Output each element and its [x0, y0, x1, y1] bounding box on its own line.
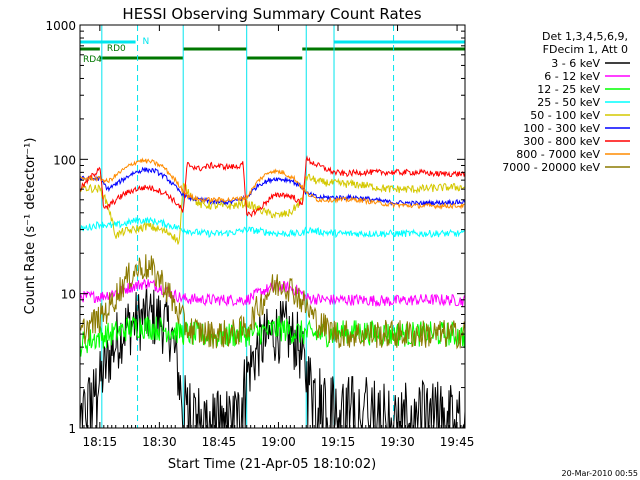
x-tick-label-0: 18:15 [83, 435, 118, 449]
series-line-7 [79, 157, 466, 210]
plot-frame [79, 24, 466, 429]
legend-label-7: 800 - 7000 keV [516, 148, 600, 161]
series-line-4 [79, 173, 466, 245]
flag-bars: N RD0 RD4 [80, 37, 465, 65]
legend-label-1: 6 - 12 keV [544, 70, 600, 83]
flag-label-rd0: RD0 [107, 44, 126, 54]
y-tick-label-0: 1 [68, 422, 76, 436]
series-line-8 [79, 254, 466, 350]
legend-label-5: 100 - 300 keV [523, 122, 600, 135]
data-series [79, 155, 466, 429]
y-tick-label-3: 1000 [45, 19, 76, 33]
y-axis-label: Count Rate (s⁻¹ detector⁻¹) [23, 138, 38, 315]
legend-label-2: 12 - 25 keV [537, 83, 600, 96]
y-tick-label-2: 100 [53, 153, 76, 167]
attenuator-lines [79, 25, 395, 428]
legend-label-0: 3 - 6 keV [551, 57, 600, 70]
x-tick-label-3: 19:00 [261, 435, 296, 449]
x-tick-label-6: 19:45 [440, 435, 475, 449]
legend-label-3: 25 - 50 keV [537, 96, 600, 109]
series-line-1 [79, 278, 466, 307]
x-tick-label-5: 19:30 [380, 435, 415, 449]
timestamp: 20-Mar-2010 00:55 [562, 469, 639, 478]
legend-header-line-2: FDecim 1, Att 0 [543, 43, 628, 56]
x-axis-label: Start Time (21-Apr-05 18:10:02) [168, 457, 376, 472]
legend-label-4: 50 - 100 keV [530, 109, 600, 122]
flag-label-n: N [143, 37, 150, 47]
x-tick-label-1: 18:30 [142, 435, 177, 449]
flag-label-rd4: RD4 [83, 55, 102, 65]
chart-title: HESSI Observing Summary Count Rates [122, 5, 421, 23]
legend-label-6: 300 - 800 keV [523, 135, 600, 148]
x-tick-label-2: 18:45 [202, 435, 237, 449]
legend: Det 1,3,4,5,6,9, FDecim 1, Att 0 3 - 6 k… [502, 30, 630, 174]
series-line-6 [79, 155, 466, 218]
legend-label-8: 7000 - 20000 keV [502, 161, 600, 174]
x-tick-label-4: 19:15 [321, 435, 356, 449]
axis-ticks: 18:15 18:30 18:45 19:00 19:15 19:30 19:45 1 10 10… [45, 19, 474, 449]
series-line-5 [79, 166, 466, 207]
legend-header-line-1: Det 1,3,4,5,6,9, [542, 30, 628, 43]
y-tick-label-1: 10 [61, 288, 76, 302]
